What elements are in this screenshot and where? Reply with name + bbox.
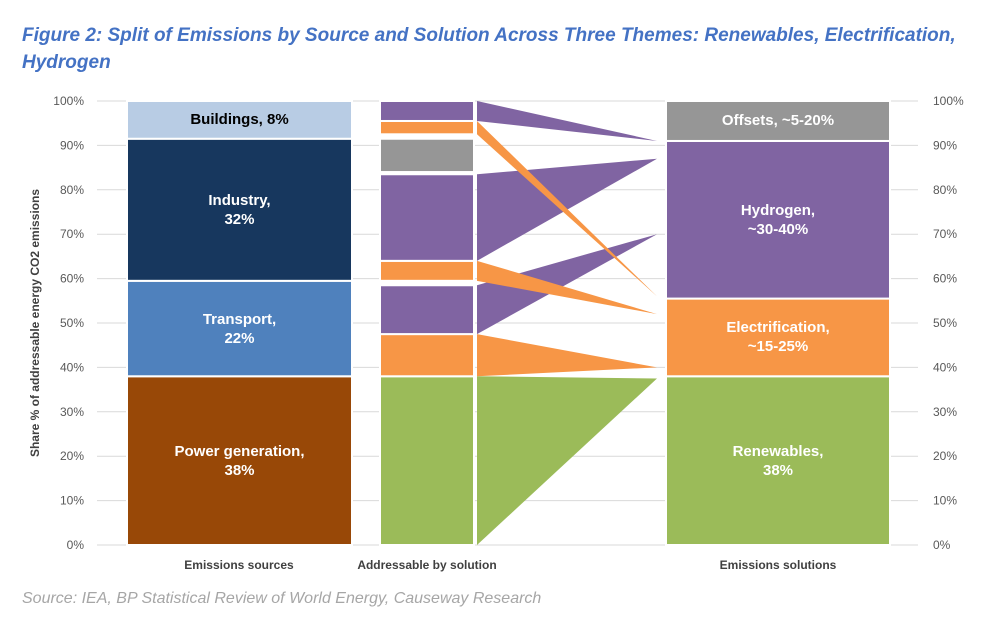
y-tick-label-right: 20% — [933, 449, 957, 463]
y-tick-label-right: 100% — [933, 94, 964, 108]
y-tick-label-left: 10% — [60, 494, 84, 508]
figure-title: Figure 2: Split of Emissions by Source a… — [22, 25, 956, 73]
flow-wedge — [477, 376, 657, 545]
y-tick-label-right: 0% — [933, 538, 951, 552]
addressable-bar-segment — [379, 375, 475, 546]
y-axis-label: Share % of addressable energy CO2 emissi… — [28, 189, 42, 457]
solution-segment-label: Offsets, ~5-20% — [721, 112, 835, 130]
solution-bar-segment — [665, 139, 891, 300]
y-tick-label-right: 10% — [933, 494, 957, 508]
source-segment-label: Power generation, 38% — [174, 442, 305, 479]
solution-segment-label: Electrification, ~15-25% — [726, 319, 830, 356]
y-tick-label-right: 80% — [933, 183, 957, 197]
addressable-bar-segment — [379, 137, 475, 174]
source-note: Source: IEA, BP Statistical Review of Wo… — [22, 590, 542, 607]
category-label: Emissions solutions — [720, 558, 837, 572]
addressable-bar-segment — [379, 259, 475, 282]
y-tick-label-left: 50% — [60, 316, 84, 330]
y-tick-label-right: 30% — [933, 405, 957, 419]
y-tick-label-left: 90% — [60, 138, 84, 152]
y-tick-label-left: 30% — [60, 405, 84, 419]
y-tick-label-right: 50% — [933, 316, 957, 330]
solution-segment-label: Hydrogen, ~30-40% — [740, 201, 816, 238]
category-label: Emissions sources — [184, 558, 294, 572]
addressable-bar-segment — [379, 100, 475, 122]
flow-wedge — [477, 260, 657, 315]
y-tick-label-left: 70% — [60, 227, 84, 241]
flow-wedge — [477, 101, 657, 141]
source-bar-segment — [126, 137, 353, 282]
y-tick-label-left: 100% — [53, 94, 84, 108]
y-tick-label-left: 0% — [67, 538, 85, 552]
y-tick-label-left: 60% — [60, 272, 84, 286]
source-bar-segment — [126, 100, 353, 140]
y-tick-label-right: 70% — [933, 227, 957, 241]
solution-bar-segment — [665, 100, 891, 142]
solution-bar-segment — [665, 375, 891, 546]
source-bar-segment — [126, 279, 353, 378]
source-segment-label: Buildings, 8% — [190, 111, 289, 129]
solution-segment-label: Renewables, 38% — [732, 442, 824, 479]
addressable-bar-segment — [379, 284, 475, 336]
source-bar-segment — [126, 375, 353, 546]
y-tick-label-right: 60% — [933, 272, 957, 286]
y-tick-label-left: 40% — [60, 360, 84, 374]
y-tick-label-left: 20% — [60, 449, 84, 463]
addressable-bar-segment — [379, 173, 475, 262]
addressable-bar-segment — [379, 119, 475, 136]
flow-wedge — [477, 334, 657, 377]
addressable-bar-segment — [379, 333, 475, 378]
category-label: Addressable by solution — [357, 558, 496, 572]
source-segment-label: Industry, 32% — [208, 191, 271, 228]
y-tick-label-right: 90% — [933, 138, 957, 152]
flow-wedge — [477, 234, 657, 335]
y-tick-label-left: 80% — [60, 183, 84, 197]
y-tick-label-right: 40% — [933, 360, 957, 374]
flow-wedge — [477, 120, 657, 297]
source-segment-label: Transport, 22% — [202, 310, 277, 347]
